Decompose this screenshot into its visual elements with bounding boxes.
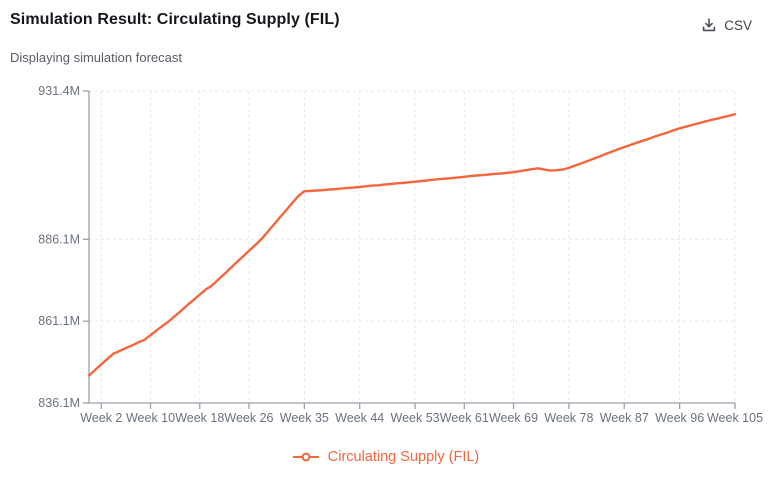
x-tick-label: Week 78 bbox=[544, 411, 593, 425]
legend-item-label: Circulating Supply (FIL) bbox=[327, 449, 480, 465]
x-tick-label: Week 87 bbox=[600, 411, 649, 425]
y-tick-label: 886.1M bbox=[38, 232, 80, 246]
x-tick-label: Week 53 bbox=[391, 411, 440, 425]
x-tick-label: Week 26 bbox=[224, 411, 273, 425]
x-tick-label: Week 18 bbox=[175, 411, 224, 425]
x-tick-label: Week 35 bbox=[280, 411, 329, 425]
x-tick-label: Week 61 bbox=[440, 411, 489, 425]
legend-item-circulating-supply[interactable]: Circulating Supply (FIL) bbox=[292, 449, 480, 465]
y-tick-label: 861.1M bbox=[38, 314, 80, 328]
y-tick-label: 836.1M bbox=[38, 396, 80, 410]
download-icon bbox=[701, 17, 717, 33]
legend-line-marker-icon bbox=[292, 451, 320, 463]
x-tick-label: Week 96 bbox=[655, 411, 704, 425]
y-tick-label: 931.4M bbox=[38, 84, 80, 98]
chart-subtitle: Displaying simulation forecast bbox=[10, 50, 182, 65]
x-tick-label: Week 105 bbox=[707, 411, 763, 425]
csv-download-button[interactable]: CSV bbox=[699, 13, 754, 37]
x-tick-label: Week 69 bbox=[489, 411, 538, 425]
chart-legend: Circulating Supply (FIL) bbox=[0, 449, 771, 465]
page-title: Simulation Result: Circulating Supply (F… bbox=[10, 11, 340, 28]
x-tick-label: Week 10 bbox=[126, 411, 175, 425]
x-tick-label: Week 44 bbox=[335, 411, 384, 425]
csv-button-label: CSV bbox=[724, 17, 752, 33]
x-tick-label: Week 2 bbox=[80, 411, 122, 425]
series-line-circulating-supply bbox=[87, 112, 737, 377]
